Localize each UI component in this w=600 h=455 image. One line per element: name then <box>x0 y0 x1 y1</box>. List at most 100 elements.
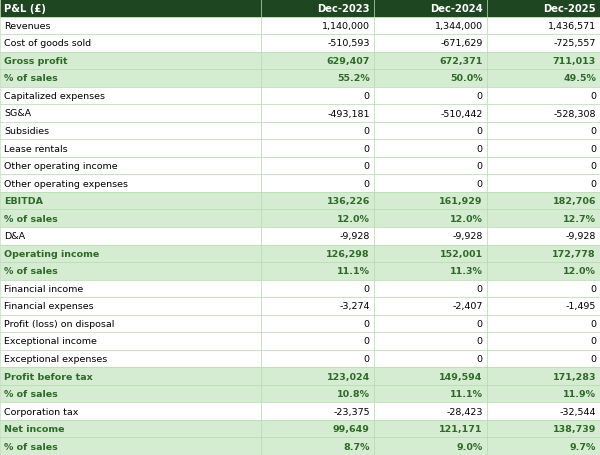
Text: 0: 0 <box>590 337 596 346</box>
Bar <box>487 403 600 420</box>
Bar <box>374 315 487 333</box>
Text: 0: 0 <box>364 144 370 153</box>
Text: -2,407: -2,407 <box>452 302 482 311</box>
Bar <box>261 368 374 385</box>
Bar <box>261 280 374 298</box>
Bar <box>0 0 261 17</box>
Bar <box>487 228 600 245</box>
Bar <box>487 157 600 175</box>
Bar <box>0 315 261 333</box>
Bar <box>0 350 261 368</box>
Bar <box>0 157 261 175</box>
Bar <box>487 315 600 333</box>
Bar <box>261 52 374 70</box>
Text: 0: 0 <box>364 162 370 171</box>
Bar <box>0 368 261 385</box>
Text: -510,593: -510,593 <box>328 39 370 48</box>
Text: -23,375: -23,375 <box>333 407 370 416</box>
Text: 10.8%: 10.8% <box>337 389 370 398</box>
Bar <box>0 105 261 122</box>
Text: 182,706: 182,706 <box>553 197 596 206</box>
Text: 0: 0 <box>364 179 370 188</box>
Bar <box>374 140 487 157</box>
Bar <box>261 333 374 350</box>
Bar <box>487 192 600 210</box>
Bar <box>0 52 261 70</box>
Text: -9,928: -9,928 <box>452 232 482 241</box>
Text: 0: 0 <box>476 179 482 188</box>
Bar <box>374 438 487 455</box>
Bar <box>374 420 487 438</box>
Text: 12.0%: 12.0% <box>337 214 370 223</box>
Text: 0: 0 <box>476 319 482 328</box>
Text: -1,495: -1,495 <box>566 302 596 311</box>
Bar <box>261 175 374 192</box>
Bar <box>374 70 487 87</box>
Text: 0: 0 <box>590 162 596 171</box>
Text: 172,778: 172,778 <box>553 249 596 258</box>
Text: Capitalized expenses: Capitalized expenses <box>4 92 105 101</box>
Bar <box>374 157 487 175</box>
Text: 12.0%: 12.0% <box>563 267 596 276</box>
Bar <box>0 70 261 87</box>
Bar <box>0 438 261 455</box>
Text: Corporation tax: Corporation tax <box>4 407 79 416</box>
Bar <box>487 105 600 122</box>
Text: SG&A: SG&A <box>4 109 31 118</box>
Bar <box>261 228 374 245</box>
Bar <box>487 175 600 192</box>
Bar <box>0 140 261 157</box>
Bar <box>487 87 600 105</box>
Text: -510,442: -510,442 <box>440 109 482 118</box>
Text: -725,557: -725,557 <box>554 39 596 48</box>
Bar <box>374 350 487 368</box>
Text: Financial expenses: Financial expenses <box>4 302 94 311</box>
Bar <box>261 420 374 438</box>
Bar <box>261 350 374 368</box>
Bar <box>261 210 374 228</box>
Bar <box>374 245 487 263</box>
Bar <box>261 122 374 140</box>
Bar <box>261 17 374 35</box>
Text: 1,436,571: 1,436,571 <box>548 22 596 31</box>
Bar <box>261 315 374 333</box>
Bar <box>0 333 261 350</box>
Text: -528,308: -528,308 <box>554 109 596 118</box>
Text: 121,171: 121,171 <box>439 424 482 433</box>
Bar <box>487 368 600 385</box>
Text: 0: 0 <box>590 144 596 153</box>
Text: 11.1%: 11.1% <box>337 267 370 276</box>
Text: Lease rentals: Lease rentals <box>4 144 68 153</box>
Bar <box>0 280 261 298</box>
Bar <box>487 70 600 87</box>
Text: D&A: D&A <box>4 232 25 241</box>
Text: 0: 0 <box>476 337 482 346</box>
Bar <box>487 52 600 70</box>
Text: 9.7%: 9.7% <box>569 442 596 451</box>
Text: 171,283: 171,283 <box>553 372 596 381</box>
Text: 0: 0 <box>364 127 370 136</box>
Text: % of sales: % of sales <box>4 74 58 83</box>
Bar <box>487 263 600 280</box>
Bar <box>261 70 374 87</box>
Text: 0: 0 <box>364 92 370 101</box>
Bar <box>0 35 261 52</box>
Bar <box>0 420 261 438</box>
Text: 11.3%: 11.3% <box>450 267 482 276</box>
Bar <box>487 0 600 17</box>
Text: 0: 0 <box>476 127 482 136</box>
Text: 629,407: 629,407 <box>326 57 370 66</box>
Bar <box>261 298 374 315</box>
Text: 123,024: 123,024 <box>326 372 370 381</box>
Bar <box>261 263 374 280</box>
Bar <box>487 210 600 228</box>
Bar <box>374 280 487 298</box>
Bar <box>374 403 487 420</box>
Text: 0: 0 <box>476 354 482 363</box>
Bar <box>0 245 261 263</box>
Bar <box>261 192 374 210</box>
Bar <box>0 210 261 228</box>
Text: 0: 0 <box>364 284 370 293</box>
Bar <box>374 0 487 17</box>
Bar <box>374 228 487 245</box>
